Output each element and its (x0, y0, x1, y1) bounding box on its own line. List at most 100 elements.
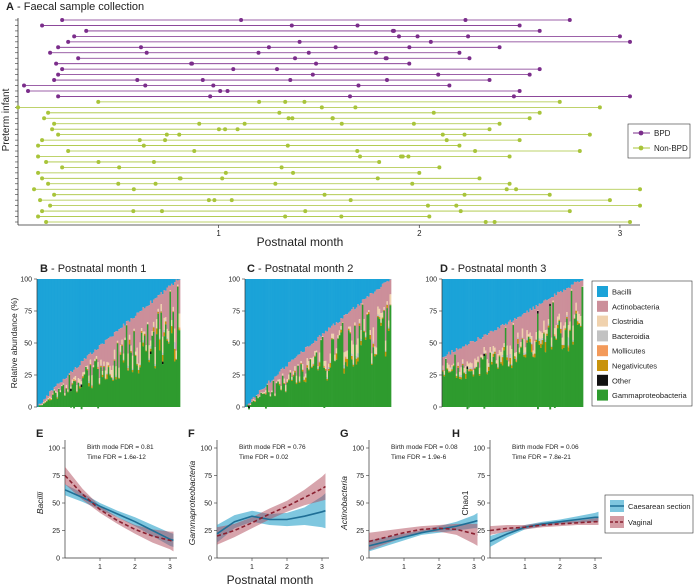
bar-segment-negativicutes (535, 339, 538, 342)
trend-ytick-label: 100 (200, 446, 212, 453)
bar-segment-bacilli (334, 279, 337, 326)
bar-segment-gammaproteobacteria (491, 364, 493, 407)
bar-segment-bacilli (127, 279, 130, 321)
bar-segment-clostridia (71, 379, 74, 383)
bar-segment-clostridia (306, 358, 309, 365)
bar-segment-mollicutes (468, 369, 470, 372)
bar-segment-clostridia (152, 321, 155, 327)
bar-segment-bacteroidia (88, 381, 91, 384)
bar-segment-clostridia (169, 290, 172, 291)
bar-segment-gammaproteobacteria (340, 332, 343, 407)
bar-segment-clostridia (301, 364, 304, 370)
sample-point-nonbpd (223, 127, 228, 132)
bar-segment-gammaproteobacteria (533, 357, 536, 407)
bar-segment-clostridia (67, 389, 69, 392)
bar-segment-actinobacteria (541, 302, 544, 334)
bar-segment-actinobacteria (374, 291, 376, 347)
bar-segment-actinobacteria (261, 389, 264, 393)
bar-segment-bacilli (67, 279, 69, 376)
sample-point-nonbpd (638, 187, 642, 192)
bar-segment-gammaproteobacteria (540, 347, 542, 407)
sample-point-nonbpd (302, 99, 307, 104)
bar-segment-actinobacteria (161, 294, 164, 337)
bar-segment-bacilli (323, 279, 326, 334)
bar-ytick-label: 75 (429, 309, 437, 316)
sample-point-nonbpd (66, 149, 71, 154)
panel-e-letter: E (36, 428, 43, 440)
bar-segment-actinobacteria (566, 288, 569, 313)
bar-segment-gammaproteobacteria (526, 342, 529, 407)
trend-ytick-label: 50 (356, 501, 364, 508)
bar-segment-clostridia (109, 365, 112, 374)
bar-segment-bacilli (130, 279, 133, 319)
bar-ytick-label: 50 (429, 341, 437, 348)
sample-point-nonbpd (444, 138, 449, 143)
bar-segment-bacteroidia (113, 358, 116, 360)
bar-segment-bacteroidia (154, 364, 157, 367)
bar-segment-bacilli (343, 279, 346, 316)
bar-segment-actinobacteria (553, 293, 556, 329)
trend-ytick-label: 75 (356, 473, 364, 480)
sample-point-nonbpd (48, 203, 53, 208)
bar-segment-negativicutes (501, 357, 504, 366)
bar-segment-negativicutes (278, 383, 281, 386)
bar-segment-actinobacteria (532, 306, 535, 351)
bar-segment-clostridia (371, 353, 373, 363)
bar-segment-bacteroidia (148, 358, 151, 361)
bar-segment-clostridia (59, 390, 62, 392)
bar-segment-gammaproteobacteria (351, 359, 353, 407)
trend-ytick-label: 25 (204, 528, 212, 535)
bar-segment-actinobacteria (455, 348, 458, 374)
bar-segment-clostridia (323, 361, 326, 366)
bar-segment-actinobacteria (324, 330, 327, 361)
bar-segment-bacteroidia (501, 354, 504, 358)
bar-segment-bacteroidia (492, 351, 495, 354)
bar-segment-gammaproteobacteria (73, 380, 75, 409)
panel-a-xlabel: Postnatal month (257, 235, 344, 249)
bar-segment-gammaproteobacteria (541, 344, 544, 407)
bar-segment-gammaproteobacteria (486, 374, 489, 407)
bar-segment-mollicutes (532, 354, 535, 357)
sample-point-nonbpd (517, 138, 522, 143)
bar-segment-negativicutes (311, 366, 313, 368)
sample-point-nonbpd (492, 220, 497, 224)
bar-segment-bacteroidia (483, 352, 486, 354)
bar-segment-bacilli (128, 279, 131, 322)
bar-segment-bacteroidia (510, 364, 513, 366)
bar-segment-bacteroidia (500, 361, 503, 363)
bar-segment-clostridia (288, 374, 290, 380)
bar-segment-bacilli (329, 279, 332, 328)
bar-segment-actinobacteria (578, 282, 581, 314)
sample-point-bpd (218, 88, 223, 93)
bar-segment-actinobacteria (140, 310, 143, 329)
bar-segment-bacilli (458, 279, 461, 349)
bar-segment-actinobacteria (314, 340, 317, 351)
bar-segment-actinobacteria (326, 331, 329, 372)
bar-segment-clostridia (91, 375, 94, 385)
bar-segment-negativicutes (455, 376, 458, 378)
bar-segment-gammaproteobacteria (320, 340, 323, 407)
bar-segment-actinobacteria (112, 336, 115, 366)
bar-segment-gammaproteobacteria (360, 345, 363, 407)
bar-segment-negativicutes (118, 377, 121, 379)
bar-segment-bacteroidia (541, 337, 544, 341)
sample-point-bpd (310, 72, 315, 77)
bar-segment-gammaproteobacteria (387, 330, 390, 407)
bar-segment-bacteroidia (363, 330, 366, 332)
bar-segment-bacilli (352, 279, 355, 308)
bar-segment-clostridia (166, 328, 169, 338)
bar-segment-gammaproteobacteria (164, 324, 167, 407)
bar-segment-bacilli (546, 279, 549, 301)
sample-point-bpd (56, 94, 61, 99)
bar-segment-gammaproteobacteria (145, 351, 148, 407)
bar-segment-negativicutes (538, 341, 541, 345)
bar-segment-negativicutes (286, 381, 289, 383)
sample-point-nonbpd (52, 121, 57, 126)
bar-segment-bacilli (137, 279, 140, 313)
bar-segment-bacilli (563, 279, 565, 290)
bar-segment-actinobacteria (145, 306, 148, 346)
bar-segment-bacilli (292, 279, 295, 360)
bar-segment-bacilli (160, 279, 163, 293)
bar-segment-actinobacteria (107, 338, 110, 363)
bar-segment-clostridia (148, 345, 151, 359)
